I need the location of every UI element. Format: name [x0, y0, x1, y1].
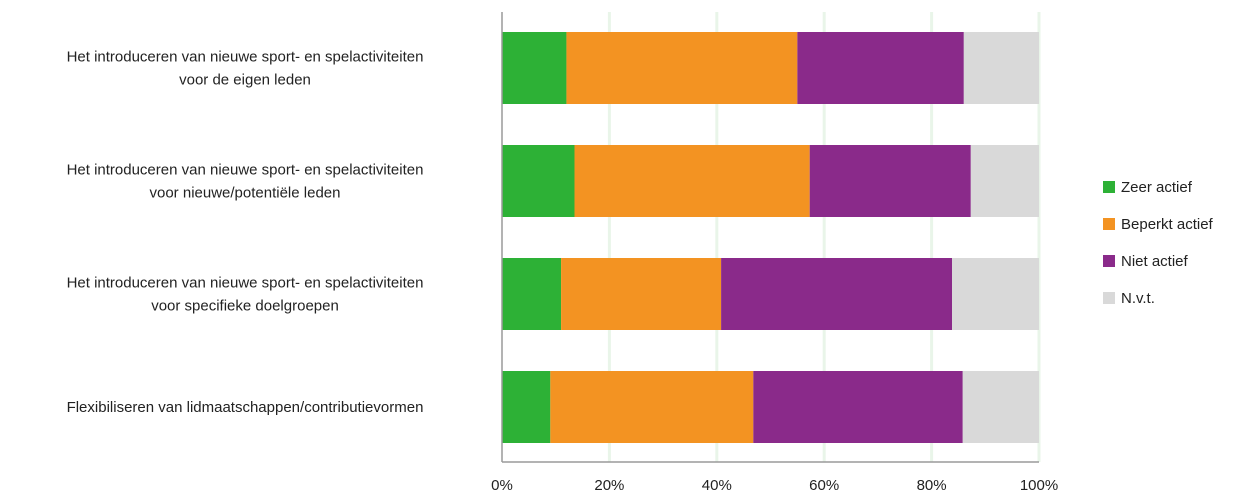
axes	[501, 12, 1039, 463]
bar-segment	[809, 145, 971, 217]
bar-segment	[502, 371, 551, 443]
category-label: Het introduceren van nieuwe sport- en sp…	[67, 162, 424, 179]
x-tick-labels: 0% 20% 40% 60% 80% 100%	[491, 477, 1058, 494]
legend-swatch	[1103, 181, 1115, 193]
bar-segment	[566, 32, 798, 104]
legend-label: Niet actief	[1121, 253, 1189, 270]
bar-segment	[574, 145, 810, 217]
category-label: Flexibiliseren van lidmaatschappen/contr…	[67, 399, 424, 416]
legend-label: Beperkt actief	[1121, 216, 1214, 233]
category-label: voor specifieke doelgroepen	[151, 298, 339, 315]
legend-swatch	[1103, 218, 1115, 230]
bars	[502, 32, 1039, 443]
bar-segment	[550, 371, 754, 443]
legend-swatch	[1103, 292, 1115, 304]
bar-segment	[952, 258, 1039, 330]
legend-label: Zeer actief	[1121, 179, 1193, 196]
bar-segment	[963, 32, 1039, 104]
bar-segment	[502, 32, 567, 104]
category-label: Het introduceren van nieuwe sport- en sp…	[67, 275, 424, 292]
x-tick-label: 100%	[1020, 477, 1058, 494]
bar-segment	[502, 258, 562, 330]
bar-segment	[962, 371, 1039, 443]
bar-segment	[753, 371, 963, 443]
x-tick-label: 40%	[702, 477, 732, 494]
x-tick-label: 60%	[809, 477, 839, 494]
category-labels: Het introduceren van nieuwe sport- en sp…	[67, 49, 424, 417]
legend-label: N.v.t.	[1121, 290, 1155, 307]
x-tick-label: 20%	[594, 477, 624, 494]
category-label: voor de eigen leden	[179, 72, 311, 89]
bar-segment	[721, 258, 953, 330]
legend-swatch	[1103, 255, 1115, 267]
bar-segment	[561, 258, 722, 330]
x-tick-label: 80%	[917, 477, 947, 494]
category-label: voor nieuwe/potentiële leden	[150, 185, 341, 202]
category-label: Het introduceren van nieuwe sport- en sp…	[67, 49, 424, 66]
legend: Zeer actief Beperkt actief Niet actief N.v.…	[1103, 179, 1214, 307]
bar-segment	[797, 32, 964, 104]
bar-segment	[502, 145, 575, 217]
bar-segment	[970, 145, 1039, 217]
x-tick-label: 0%	[491, 477, 513, 494]
